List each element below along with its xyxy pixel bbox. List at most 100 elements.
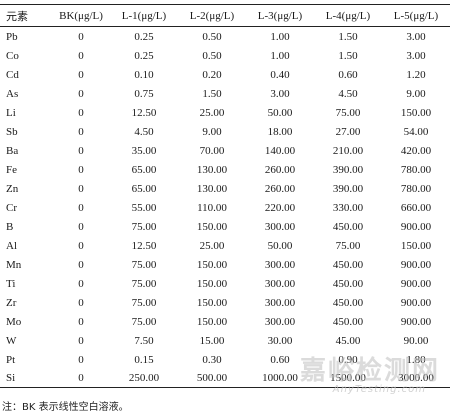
value-cell: 0 <box>78 201 84 214</box>
value-cell: 0.75 <box>134 87 154 100</box>
table-row: Ba 0 35.00 70.00 140.00 210.00 420.00 <box>0 141 450 160</box>
table-row: B 0 75.00 150.00 300.00 450.00 900.00 <box>0 217 450 236</box>
value-cell: 9.00 <box>202 125 222 138</box>
value-cell: 25.00 <box>199 239 225 252</box>
value-cell: 0 <box>78 239 84 252</box>
value-cell: 220.00 <box>264 201 296 214</box>
value-cell: 0.25 <box>134 30 154 43</box>
value-cell: 1000.00 <box>246 369 314 388</box>
value-cell: 150.00 <box>196 315 228 328</box>
table-row: Pb 0 0.25 0.50 1.00 1.50 3.00 <box>0 27 450 47</box>
value-cell: 1.50 <box>338 49 358 62</box>
value-cell: 210.00 <box>332 144 364 157</box>
value-cell: 140.00 <box>264 144 296 157</box>
concentration-table: 元素 BK(μg/L) L-1(μg/L) L-2(μg/L) L-3(μg/L) L-4… <box>0 4 450 388</box>
column-header: L-2(μg/L) <box>178 4 246 27</box>
value-cell: 0.60 <box>338 68 358 81</box>
table-header-row: 元素 BK(μg/L) L-1(μg/L) L-2(μg/L) L-3(μg/L) L-4… <box>0 4 450 27</box>
table-row: Al 0 12.50 25.00 50.00 75.00 150.00 <box>0 236 450 255</box>
column-header: L-3(μg/L) <box>246 4 314 27</box>
value-cell: 15.00 <box>199 334 225 347</box>
column-header: L-1(μg/L) <box>110 4 178 27</box>
value-cell: 150.00 <box>196 296 228 309</box>
value-cell: 900.00 <box>400 315 432 328</box>
value-cell: 0 <box>52 369 110 388</box>
element-cell: Al <box>6 239 17 252</box>
table-row: Ti 0 75.00 150.00 300.00 450.00 900.00 <box>0 274 450 293</box>
element-cell: Sb <box>6 125 18 138</box>
column-header: BK(μg/L) <box>52 4 110 27</box>
value-cell: 0.10 <box>134 68 154 81</box>
value-cell: 3.00 <box>270 87 290 100</box>
value-cell: 30.00 <box>267 334 293 347</box>
value-cell: 260.00 <box>264 182 296 195</box>
element-cell: Pb <box>6 30 18 43</box>
value-cell: 27.00 <box>335 125 361 138</box>
value-cell: 390.00 <box>332 163 364 176</box>
value-cell: 780.00 <box>400 163 432 176</box>
value-cell: 450.00 <box>332 277 364 290</box>
value-cell: 900.00 <box>400 296 432 309</box>
element-cell: Cr <box>6 201 17 214</box>
value-cell: 9.00 <box>406 87 426 100</box>
value-cell: 3.00 <box>406 30 426 43</box>
watermark-sub-text: AnyTesting.com <box>332 384 426 395</box>
value-cell: 75.00 <box>131 220 157 233</box>
table-row: Mn 0 75.00 150.00 300.00 450.00 900.00 <box>0 255 450 274</box>
table-row: Cr 0 55.00 110.00 220.00 330.00 660.00 <box>0 198 450 217</box>
value-cell: 0 <box>78 49 84 62</box>
value-cell: 330.00 <box>332 201 364 214</box>
element-cell: As <box>6 87 19 100</box>
value-cell: 75.00 <box>131 296 157 309</box>
value-cell: 45.00 <box>335 334 361 347</box>
table-row: Mo 0 75.00 150.00 300.00 450.00 900.00 <box>0 312 450 331</box>
value-cell: 70.00 <box>199 144 225 157</box>
value-cell: 1.50 <box>338 30 358 43</box>
element-cell: Fe <box>6 163 17 176</box>
value-cell: 0 <box>78 125 84 138</box>
value-cell: 50.00 <box>267 239 293 252</box>
value-cell: 130.00 <box>196 182 228 195</box>
element-cell: Li <box>6 106 16 119</box>
table-row: W 0 7.50 15.00 30.00 45.00 90.00 <box>0 331 450 350</box>
value-cell: 420.00 <box>400 144 432 157</box>
value-cell: 150.00 <box>400 106 432 119</box>
value-cell: 900.00 <box>400 220 432 233</box>
element-cell: Zr <box>6 296 17 309</box>
value-cell: 150.00 <box>400 239 432 252</box>
element-cell: Mo <box>6 315 22 328</box>
value-cell: 75.00 <box>335 106 361 119</box>
watermark-main-text: 嘉峪检测网 <box>299 356 440 386</box>
value-cell: 4.50 <box>338 87 358 100</box>
element-cell: Mn <box>6 258 22 271</box>
value-cell: 300.00 <box>264 277 296 290</box>
value-cell: 35.00 <box>131 144 157 157</box>
element-cell: B <box>6 220 14 233</box>
value-cell: 300.00 <box>264 220 296 233</box>
value-cell: 1.00 <box>270 30 290 43</box>
value-cell: 1500.00 <box>314 369 382 388</box>
value-cell: 1.00 <box>270 49 290 62</box>
value-cell: 450.00 <box>332 220 364 233</box>
value-cell: 0 <box>78 144 84 157</box>
element-cell: Si <box>0 369 52 388</box>
value-cell: 0 <box>78 182 84 195</box>
value-cell: 450.00 <box>332 296 364 309</box>
value-cell: 300.00 <box>264 258 296 271</box>
value-cell: 0.50 <box>202 30 222 43</box>
value-cell: 900.00 <box>400 277 432 290</box>
value-cell: 65.00 <box>131 163 157 176</box>
value-cell: 0.20 <box>202 68 222 81</box>
value-cell: 0 <box>78 68 84 81</box>
table-row: Li 0 12.50 25.00 50.00 75.00 150.00 <box>0 103 450 122</box>
value-cell: 1.50 <box>202 87 222 100</box>
value-cell: 150.00 <box>196 277 228 290</box>
value-cell: 65.00 <box>131 182 157 195</box>
element-cell: Ba <box>6 144 19 157</box>
value-cell: 0 <box>78 315 84 328</box>
value-cell: 75.00 <box>131 277 157 290</box>
value-cell: 660.00 <box>400 201 432 214</box>
table-row: Zn 0 65.00 130.00 260.00 390.00 780.00 <box>0 179 450 198</box>
value-cell: 0 <box>78 334 84 347</box>
